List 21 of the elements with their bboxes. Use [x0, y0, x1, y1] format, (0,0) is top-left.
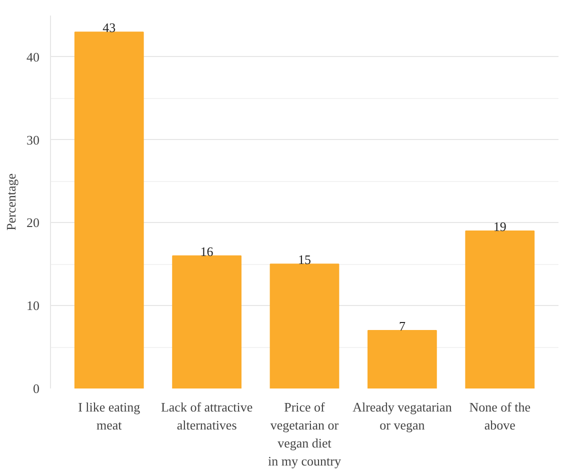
x-tick-label: I like eating meat [78, 400, 141, 432]
y-tick-label: 30 [26, 132, 40, 148]
y-tick-label: 20 [26, 215, 40, 230]
data-label: 7 [398, 318, 406, 334]
x-tick-label: Lack of attractive alternatives [160, 400, 253, 432]
bar [368, 330, 437, 388]
bar [465, 230, 535, 388]
x-tick-label: Already vegatarian or vegan [352, 400, 452, 432]
data-label: 16 [200, 244, 214, 259]
y-axis-title: Percentage [4, 173, 18, 231]
bar [172, 255, 242, 388]
x-tick-label: None of the above [469, 400, 531, 432]
data-label: 43 [102, 20, 116, 36]
data-label: 19 [493, 219, 506, 234]
bar [270, 264, 340, 388]
x-tick-label: Price of vegetarian or vegan diet in my country [268, 400, 342, 468]
bar [74, 32, 144, 388]
y-tick-label: 10 [26, 298, 40, 314]
y-tick-label: 40 [26, 49, 40, 64]
data-label: 15 [298, 252, 311, 268]
y-tick-label: 0 [33, 381, 40, 396]
